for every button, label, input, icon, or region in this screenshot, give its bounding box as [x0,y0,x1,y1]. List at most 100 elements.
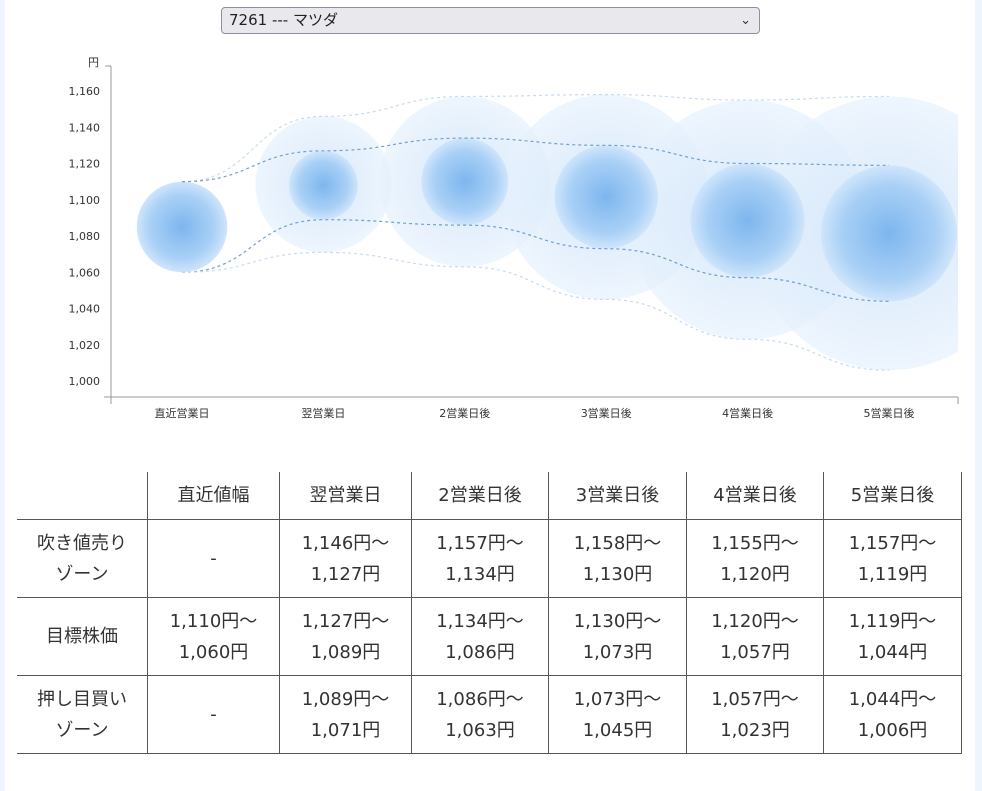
cell-line: 1,127円～ [301,610,390,632]
row-header: 目標株価 [17,597,148,676]
y-axis-unit: 円 [88,56,99,69]
cell-line: 1,110円～ [169,610,258,632]
cell-line: - [210,704,217,725]
cell-line: 1,119円～ [848,610,937,632]
y-tick-label: 1,020 [69,339,101,352]
cell-line: - [210,548,217,569]
cell-line: 1,073円～ [573,688,662,710]
target-range-bubble [421,138,509,226]
y-tick-label: 1,140 [69,121,101,134]
table-row: 目標株価 1,110円～ 1,060円 1,127円～ 1,089円 1,134円～ 1,0… [17,597,962,676]
x-tick-label: 直近営業日 [155,406,210,420]
y-tick-label: 1,060 [69,266,101,279]
cell-line: 1,073円 [582,641,653,663]
cell-line: 1,158円～ [573,532,662,554]
y-tick-label: 1,000 [69,375,101,388]
cell-line: 1,120円～ [711,610,799,632]
column-header: 翌営業日 [279,472,412,520]
column-header: 5営業日後 [823,472,962,520]
target-lower-line [181,219,890,302]
forecast-table: 直近値幅 翌営業日 2営業日後 3営業日後 4営業日後 5営業日後 吹き値売りゾーン - 1,… [17,472,962,754]
cell-line: 1,071円 [310,719,381,741]
row-header-line: 押し目買い [37,688,127,710]
y-tick-label: 1,160 [69,85,101,98]
table-cell: - [147,675,280,754]
cell-line: 1,063円 [445,719,515,741]
cell-line: 1,086円 [445,641,515,663]
cell-line: 1,060円 [178,641,249,663]
y-tick-label: 1,120 [69,158,101,171]
column-header: 3営業日後 [548,472,687,520]
x-tick-label: 2営業日後 [439,406,490,420]
table-cell: 1,089円～ 1,071円 [279,675,412,754]
column-header: 2営業日後 [411,472,549,520]
cell-line: 1,045円 [582,719,653,741]
column-header: 4営業日後 [686,472,824,520]
cell-line: 1,057円 [720,641,790,663]
table-cell: 1,158円～ 1,130円 [548,519,687,598]
table-cell: 1,120円～ 1,057円 [686,597,824,676]
table-row: 吹き値売りゾーン - 1,146円～ 1,127円 1,157円～ 1,134円 1,158… [17,519,962,598]
cell-line: 1,127円 [310,563,381,585]
target-upper-line [181,137,890,183]
row-header: 吹き値売り ゾーン [17,519,148,598]
cell-line: 1,134円～ [436,610,524,632]
y-tick-label: 1,100 [69,194,101,207]
table-cell: 1,044円～ 1,006円 [823,675,962,754]
cell-line: 1,146円～ [301,532,390,554]
target-range-bubble [690,163,805,278]
cell-line: 1,119円 [857,563,928,585]
table-corner [17,472,148,520]
cell-line: 1,155円～ [711,532,799,554]
target-range-bubble [554,145,658,249]
table-cell: 1,155円～ 1,120円 [686,519,824,598]
table-cell: - [147,519,280,598]
x-tick-label: 5営業日後 [864,406,915,420]
chevron-down-icon: ⌄ [740,13,751,28]
column-header: 直近値幅 [147,472,280,520]
table-cell: 1,119円～ 1,044円 [823,597,962,676]
table-cell: 1,073円～ 1,045円 [548,675,687,754]
table-cell: 1,157円～ 1,134円 [411,519,549,598]
cell-line: 1,134円 [445,563,515,585]
x-tick-label: 3営業日後 [581,406,632,420]
cell-line: 1,086円～ [436,688,524,710]
row-header-line: ゾーン [55,563,109,585]
table-cell: 1,157円～ 1,119円 [823,519,962,598]
forecast-chart: 円 1,000 1,020 1,040 1,060 1,080 1,100 1,120 1,14… [69,56,959,420]
row-header-line: ゾーン [55,719,109,741]
x-tick-label: 4営業日後 [722,406,773,420]
cell-line: 1,057円～ [711,688,799,710]
cell-line: 1,120円 [720,563,790,585]
cell-line: 1,157円～ [436,532,524,554]
stock-selector-value: 7261 --- マツダ [229,11,338,29]
table-cell: 1,086円～ 1,063円 [411,675,549,754]
cell-line: 1,044円～ [848,688,937,710]
row-header: 押し目買い ゾーン [17,675,148,754]
table-cell: 1,127円～ 1,089円 [279,597,412,676]
cell-line: 1,130円～ [573,610,662,632]
cell-line: 1,157円～ [848,532,937,554]
table-cell: 1,130円～ 1,073円 [548,597,687,676]
zone-lower-line [181,251,890,371]
zone-upper-line [181,94,890,183]
row-header-line: 目標株価 [46,626,118,647]
target-range-bubble [136,181,228,273]
cell-line: 1,130円 [582,563,653,585]
cell-line: 1,089円 [310,641,381,663]
table-cell: 1,134円～ 1,086円 [411,597,549,676]
target-range-bubble [288,150,358,220]
cell-line: 1,089円～ [301,688,390,710]
row-header-line: 吹き値売り [37,532,127,554]
table-row: 押し目買いゾーン - 1,089円～ 1,071円 1,086円～ 1,063円 1,073… [17,675,962,754]
table-cell: 1,057円～ 1,023円 [686,675,824,754]
target-range-bubble [821,165,957,302]
table-cell: 1,110円～ 1,060円 [147,597,280,676]
stock-selector[interactable]: 7261 --- マツダ ⌄ [221,7,760,34]
y-tick-label: 1,040 [69,303,101,316]
table-cell: 1,146円～ 1,127円 [279,519,412,598]
y-tick-label: 1,080 [69,230,101,243]
cell-line: 1,044円 [857,641,928,663]
cell-line: 1,006円 [857,719,928,741]
x-tick-label: 翌営業日 [301,406,345,420]
